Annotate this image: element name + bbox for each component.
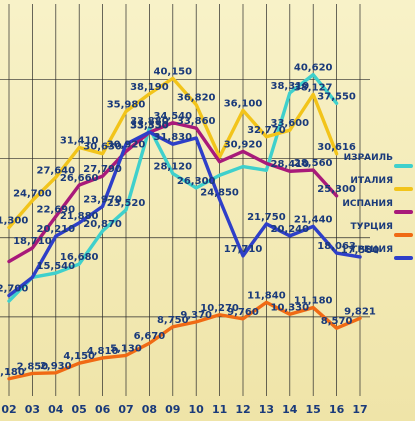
data-label: 31,830 [154,132,193,143]
x-tick-label: 17 [352,403,367,416]
data-label: 38,310 [271,81,310,92]
legend: ИЗРАИЛЬ ИТАЛИЯ ИСПАНИЯ ТУРЦИЯ ГРЕЦИЯ [342,153,413,260]
legend-label: ТУРЦИЯ [351,222,394,232]
data-label: 37,550 [317,91,356,102]
data-label: 23,520 [107,198,146,209]
data-label: 6,670 [134,331,166,342]
legend-label: ИТАЛИЯ [350,176,393,186]
data-label: 28,120 [154,162,193,173]
data-label: 18,710 [13,236,52,247]
data-label: 20,240 [271,224,310,235]
data-label: 10,330 [271,302,310,313]
x-tick-label: 10 [189,403,205,416]
series-line-ИСПАНИЯ [7,121,339,264]
data-label: 24,850 [200,187,239,198]
data-label: 17,710 [224,244,263,255]
data-label: 30,920 [224,139,263,150]
data-label: 34,540 [154,111,193,122]
data-label: 22,690 [37,204,76,215]
data-label: 31,410 [60,136,99,147]
data-label: 21,440 [294,214,333,225]
data-label: 23,970 [83,194,122,205]
data-label: 21,300 [0,215,28,226]
data-label: 24,700 [13,189,52,200]
data-label: 2,850 [17,361,49,372]
x-axis-tick-labels: 02 03 04 05 06 07 08 09 10 11 12 13 14 15 16 17 [1,403,367,416]
x-tick-label: 06 [95,403,111,416]
data-label: 28,410 [271,159,310,170]
x-tick-label: 15 [306,403,321,416]
x-tick-label: 04 [48,403,64,416]
data-label: 4,150 [63,351,95,362]
data-label: 32,770 [247,125,286,136]
data-label: 28,560 [294,158,333,169]
x-tick-label: 09 [165,403,180,416]
legend-label: ИЗРАИЛЬ [344,153,393,163]
data-label: 9,370 [180,310,212,321]
data-label: 33,880 [130,116,169,127]
data-label: 11,840 [247,290,286,301]
data-label: 9,760 [227,307,259,318]
data-label: 40,150 [154,66,193,77]
data-label: 17,580 [341,245,380,256]
series-line-ИЗРАИЛЬ [7,72,339,303]
x-tick-label: 13 [259,403,274,416]
data-label: 36,100 [224,98,263,109]
data-label: 21,880 [60,211,99,222]
data-label: 18,063 [317,241,356,252]
legend-label: ИСПАНИЯ [342,199,393,209]
data-label: 25,300 [317,184,356,195]
data-label: 15,540 [37,261,76,272]
data-label: 27,790 [83,164,122,175]
data-label: 27,640 [37,165,76,176]
x-tick-label: 11 [212,403,227,416]
data-label: 11,180 [294,296,333,307]
data-label: 20,210 [37,224,76,235]
x-tick-label: 02 [1,403,16,416]
data-label: 10,270 [200,303,239,314]
data-label: 35,980 [107,99,146,110]
data-label: 40,620 [294,63,333,74]
series-line-ТУРЦИЯ [7,300,362,381]
data-label: 16,680 [60,252,99,263]
data-label: 8,750 [157,315,189,326]
data-label: 2,180 [0,367,25,378]
data-label: 38,127 [294,82,333,93]
data-label: 12,700 [0,284,28,295]
x-tick-label: 03 [25,403,40,416]
data-label: 33,350 [130,120,169,131]
data-label: 36,820 [177,93,216,104]
data-label: 4,810 [87,346,119,357]
data-label: 38,190 [130,82,169,93]
x-tick-label: 16 [329,403,345,416]
data-label: 33,330 [130,120,169,131]
data-label: 30,616 [317,142,356,153]
data-label: 26,660 [60,173,99,184]
series-line-ИТАЛИЯ [7,76,339,230]
data-label: 9,821 [344,306,376,317]
data-label: 2,930 [40,361,72,372]
x-tick-label: 12 [235,403,250,416]
data-label: 26,300 [177,176,216,187]
data-label: 30,630 [83,142,122,153]
x-tick-label: 05 [72,403,87,416]
x-tick-label: 14 [282,403,298,416]
data-label: 21,750 [247,212,286,223]
data-label: 33,600 [271,118,310,129]
x-tick-label: 07 [118,403,133,416]
data-label: 20,870 [83,219,122,230]
data-label: 33,860 [177,116,216,127]
series-line-ГРЕЦИЯ [7,130,362,298]
data-label: 5,130 [110,343,142,354]
series-lines [7,72,362,381]
legend-label: ГРЕЦИЯ [352,245,393,255]
data-label: 8,570 [321,316,353,327]
data-label: 30,920 [107,139,146,150]
x-tick-label: 08 [142,403,157,416]
